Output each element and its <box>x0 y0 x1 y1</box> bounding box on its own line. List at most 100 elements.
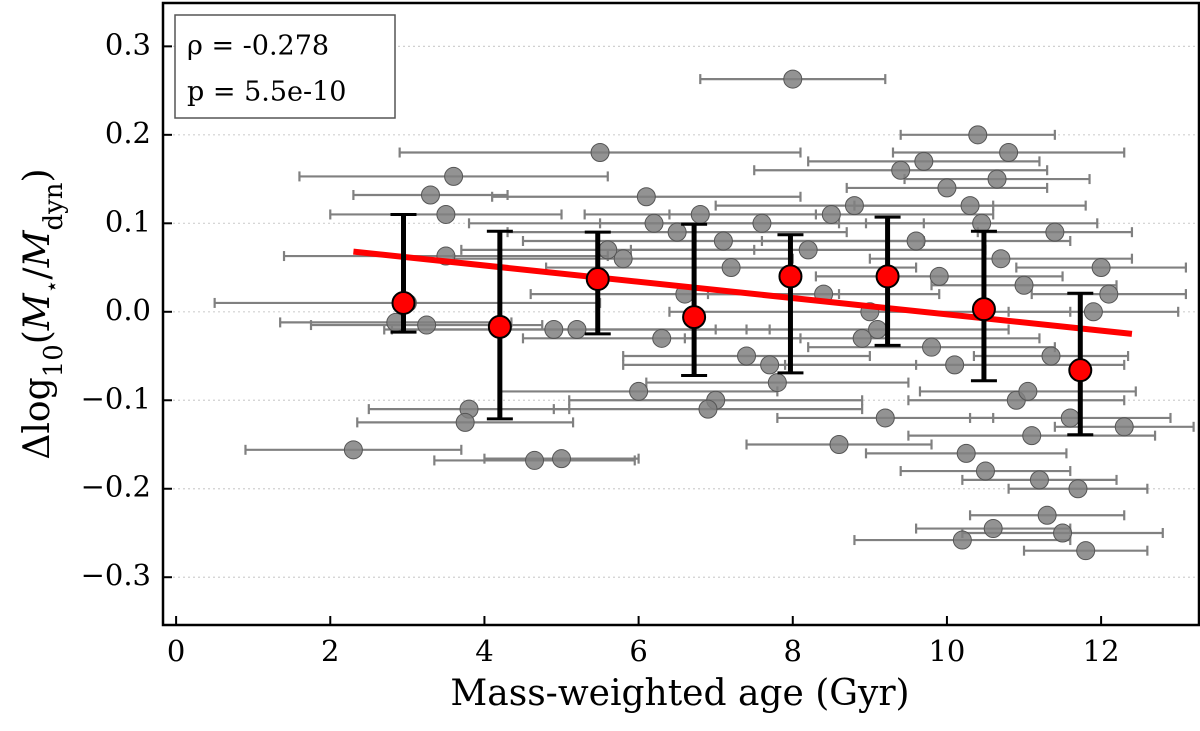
point <box>1083 302 1103 322</box>
point <box>737 346 757 366</box>
point <box>1022 426 1042 446</box>
point <box>956 443 976 463</box>
point <box>999 143 1019 163</box>
point <box>420 185 440 205</box>
bin-point <box>585 267 610 292</box>
point <box>525 450 545 470</box>
point <box>1076 541 1096 561</box>
bin-point <box>875 264 900 289</box>
point <box>713 231 733 251</box>
point <box>1053 523 1073 543</box>
point <box>455 412 475 432</box>
y-tick-label: 0.2 <box>105 116 151 150</box>
point <box>1014 275 1034 295</box>
fit-line <box>353 248 1133 337</box>
point <box>991 249 1011 269</box>
bin-point <box>487 314 512 339</box>
point <box>1041 346 1061 366</box>
point <box>343 440 363 460</box>
point <box>752 213 772 233</box>
point <box>1060 408 1080 428</box>
point <box>690 204 710 224</box>
point <box>783 69 803 89</box>
point <box>1114 417 1134 437</box>
point <box>1068 479 1088 499</box>
point <box>636 187 656 207</box>
x-tick-label: 6 <box>629 634 647 668</box>
y-tick-label: 0.3 <box>105 27 151 61</box>
y-tick-label: −0.2 <box>81 470 151 504</box>
point <box>914 151 934 171</box>
point <box>1045 222 1065 242</box>
x-tick-label: 2 <box>321 634 339 668</box>
bin-point <box>971 297 996 322</box>
annotation: p = 5.5e-10 <box>187 77 346 108</box>
point <box>821 204 841 224</box>
point <box>952 530 972 550</box>
bin-point <box>391 290 416 315</box>
y-tick-label: −0.1 <box>81 381 151 415</box>
point <box>937 178 957 198</box>
point <box>975 461 995 481</box>
point <box>1091 258 1111 278</box>
bin-point <box>778 264 803 289</box>
point <box>987 169 1007 189</box>
y-axis-label: Δlog10(M⋆/Mdyn) <box>17 168 69 459</box>
point <box>1099 284 1119 304</box>
y-label-part: 10 <box>39 344 69 377</box>
point <box>444 166 464 186</box>
y-label-part: M <box>17 292 58 331</box>
annotation-box <box>174 14 396 119</box>
annotation: ρ = -0.278 <box>187 31 329 62</box>
x-tick-label: 8 <box>784 634 802 668</box>
y-label-part: dyn <box>39 182 69 230</box>
point <box>698 399 718 419</box>
point <box>590 143 610 163</box>
point <box>629 381 649 401</box>
point <box>906 231 926 251</box>
point <box>767 373 787 393</box>
point <box>652 328 672 348</box>
x-tick-label: 10 <box>928 634 965 668</box>
y-label-part: / <box>17 267 58 280</box>
point <box>436 204 456 224</box>
point <box>567 319 587 339</box>
bin-error-bar <box>681 222 708 377</box>
y-tick-label: 0.0 <box>105 293 151 327</box>
x-axis-label: Mass-weighted age (Gyr) <box>450 673 909 714</box>
bin-error-bar <box>777 233 804 375</box>
x-tick-label: 4 <box>475 634 493 668</box>
point <box>1029 470 1049 490</box>
point <box>544 319 564 339</box>
bin-point <box>1068 358 1093 383</box>
point <box>891 160 911 180</box>
y-label-part: ) <box>17 168 58 182</box>
point <box>721 258 741 278</box>
point <box>968 125 988 145</box>
y-tick-label: −0.3 <box>81 558 151 592</box>
point <box>552 449 572 469</box>
point <box>875 408 895 428</box>
point <box>983 519 1003 539</box>
point <box>760 355 780 375</box>
point <box>1037 505 1057 525</box>
y-label-part: Δlog <box>17 377 58 459</box>
point <box>922 337 942 357</box>
point <box>613 249 633 269</box>
point <box>960 196 980 216</box>
y-label-part: M <box>17 229 58 268</box>
x-tick-label: 12 <box>1083 634 1120 668</box>
point <box>1018 381 1038 401</box>
point <box>829 435 849 455</box>
plot-frame <box>161 1 1200 627</box>
bin-point <box>682 305 707 330</box>
point <box>417 315 437 335</box>
point <box>667 222 687 242</box>
y-label-part: ⋆ <box>40 280 65 294</box>
y-tick-label: 0.1 <box>105 204 151 238</box>
point <box>852 328 872 348</box>
point <box>929 266 949 286</box>
point <box>598 240 618 260</box>
point <box>972 213 992 233</box>
